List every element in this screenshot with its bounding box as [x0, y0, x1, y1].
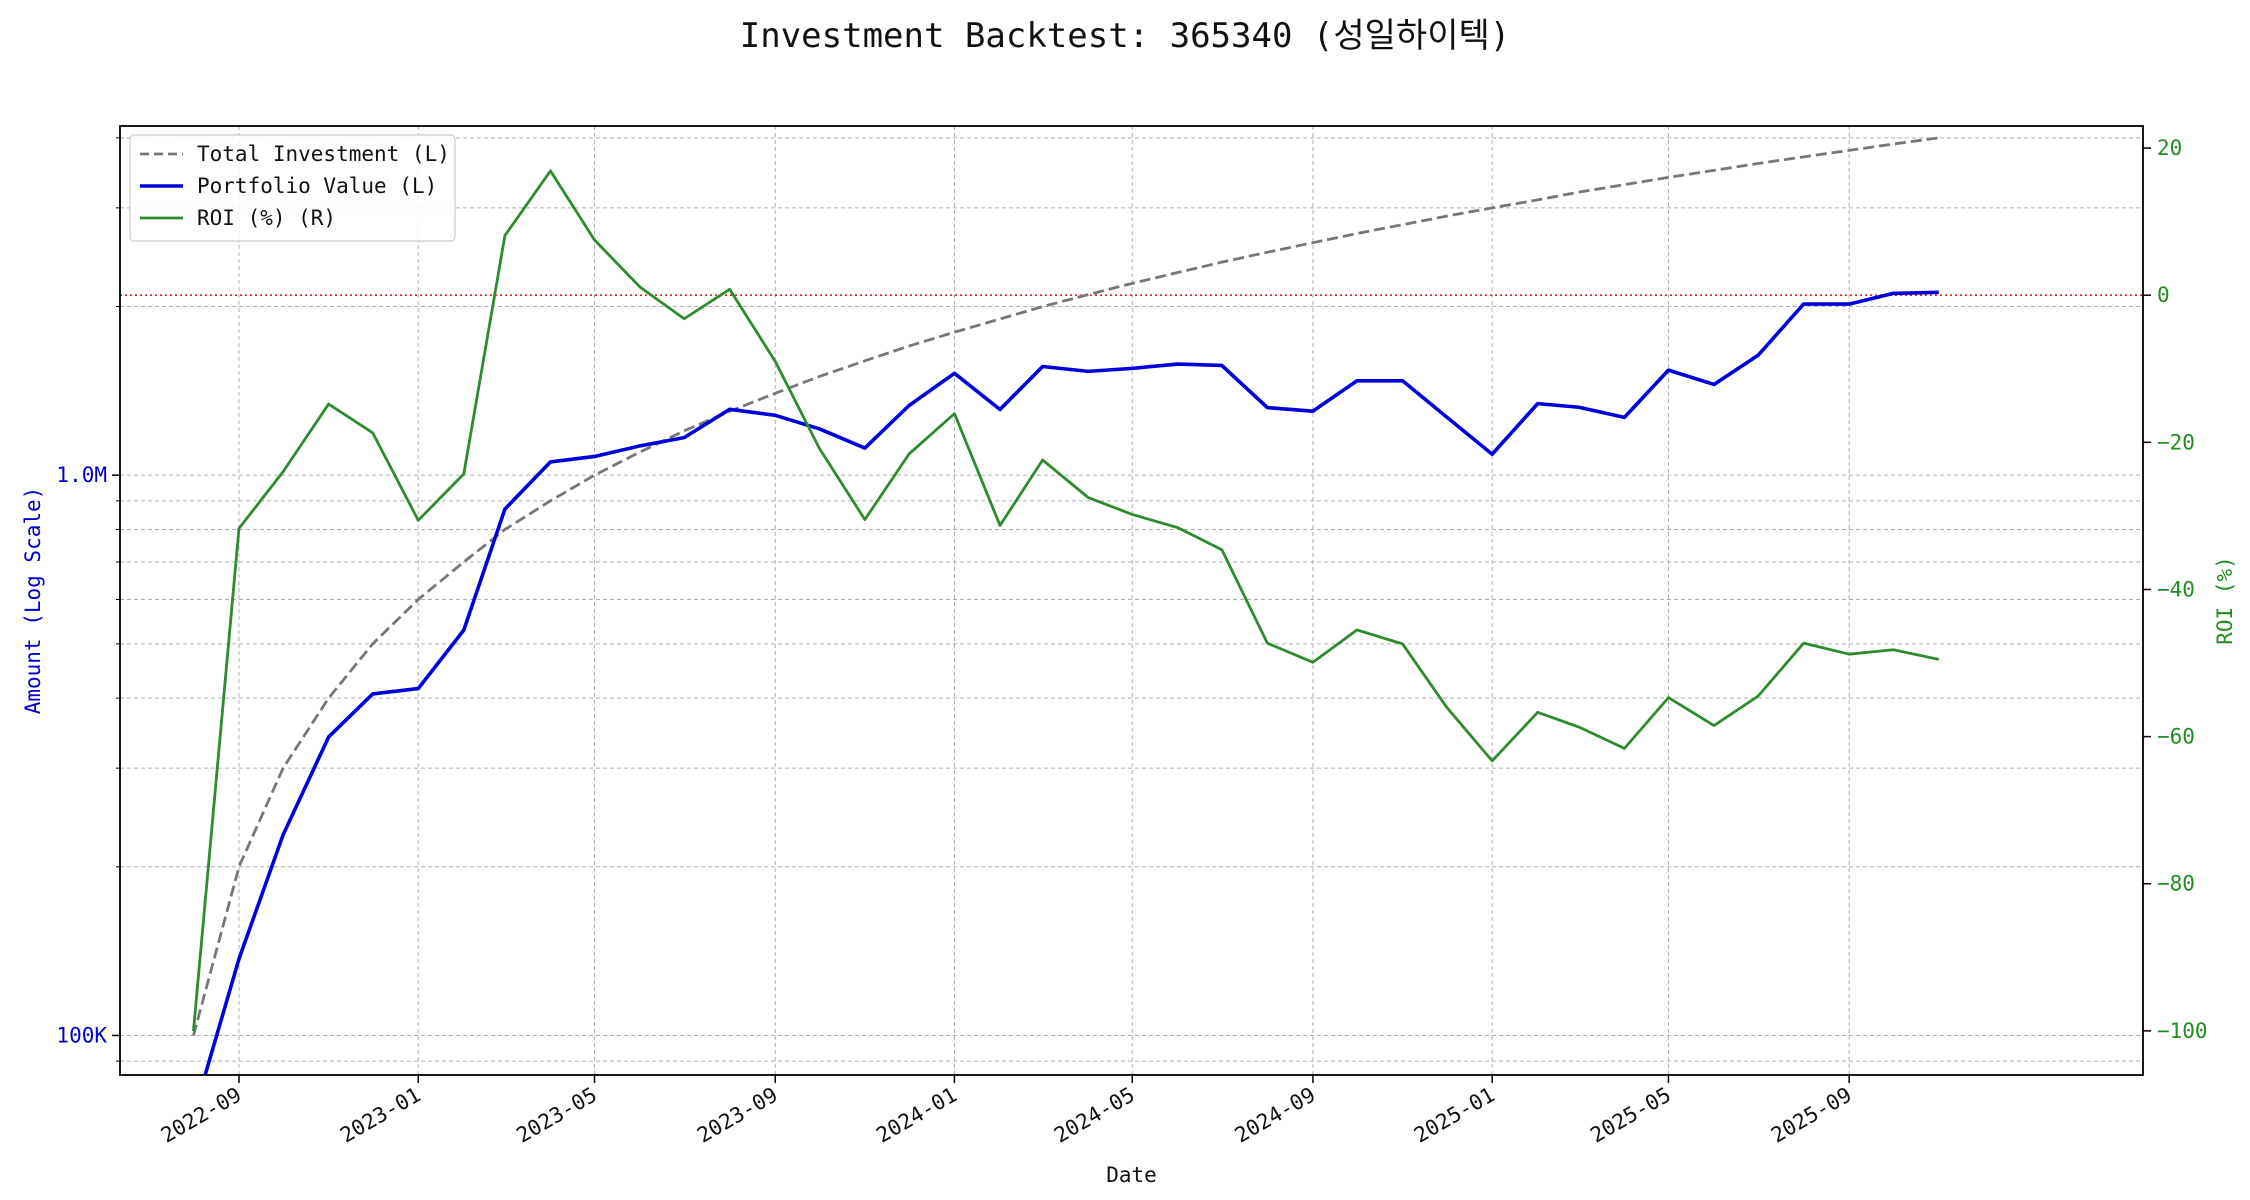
x-tick-label: 2025-01 — [1410, 1083, 1499, 1148]
series-line-roi-r — [192, 169, 1940, 1031]
y-axis-left-label: Amount (Log Scale) — [21, 487, 45, 715]
y-right-tick-label: −40 — [2157, 577, 2195, 601]
series-group — [192, 136, 1940, 1075]
legend-box — [129, 134, 456, 242]
series-line-total-investment-l — [192, 136, 1939, 1036]
y-right-tick-label: −100 — [2157, 1019, 2208, 1043]
y-right-tick-label: −80 — [2157, 872, 2195, 896]
y-right-tick-label: 0 — [2157, 283, 2170, 307]
chart-title: Investment Backtest: 365340 (성일하이텍) — [740, 16, 1511, 56]
legend: Total Investment (L) Portfolio Value (L) R… — [129, 134, 456, 242]
y-right-tick-label: 20 — [2157, 136, 2182, 160]
y-right-tick-label: −60 — [2157, 725, 2195, 749]
x-tick-label: 2024-05 — [1050, 1083, 1139, 1148]
y-left-tick-label: 1.0M — [56, 463, 107, 487]
y-axis-left: 100K 1.0M — [56, 137, 120, 1062]
x-axis-label: Date — [1106, 1163, 1157, 1187]
x-tick-label: 2024-09 — [1231, 1083, 1320, 1148]
x-tick-label: 2024-01 — [872, 1083, 961, 1148]
x-tick-label: 2023-01 — [336, 1083, 425, 1148]
y-right-tick-label: −20 — [2157, 430, 2195, 454]
plot-frame — [119, 125, 2144, 1076]
series-line-portfolio-value-l — [203, 290, 1939, 1075]
x-tick-label: 2025-05 — [1586, 1083, 1675, 1148]
x-axis: 2022-09 2023-01 2023-05 2023-09 2024-01 2024-… — [157, 1075, 1856, 1148]
y-left-tick-label: 100K — [56, 1023, 107, 1047]
x-tick-label: 2023-05 — [512, 1083, 601, 1148]
legend-entry-portfolio-value-l: Portfolio Value (L) — [197, 174, 437, 198]
x-tick-label: 2022-09 — [157, 1083, 246, 1148]
legend-entry-roi-r: ROI (%) (R) — [197, 206, 336, 230]
x-tick-label: 2025-09 — [1767, 1083, 1856, 1148]
y-axis-right-label: ROI (%) — [2213, 556, 2237, 645]
x-tick-label: 2023-09 — [693, 1083, 782, 1148]
legend-entry-total-investment-l: Total Investment (L) — [197, 142, 450, 166]
grid — [120, 126, 2143, 1075]
y-axis-right: −100 −80 −60 −40 −20 0 20 — [2143, 136, 2208, 1043]
